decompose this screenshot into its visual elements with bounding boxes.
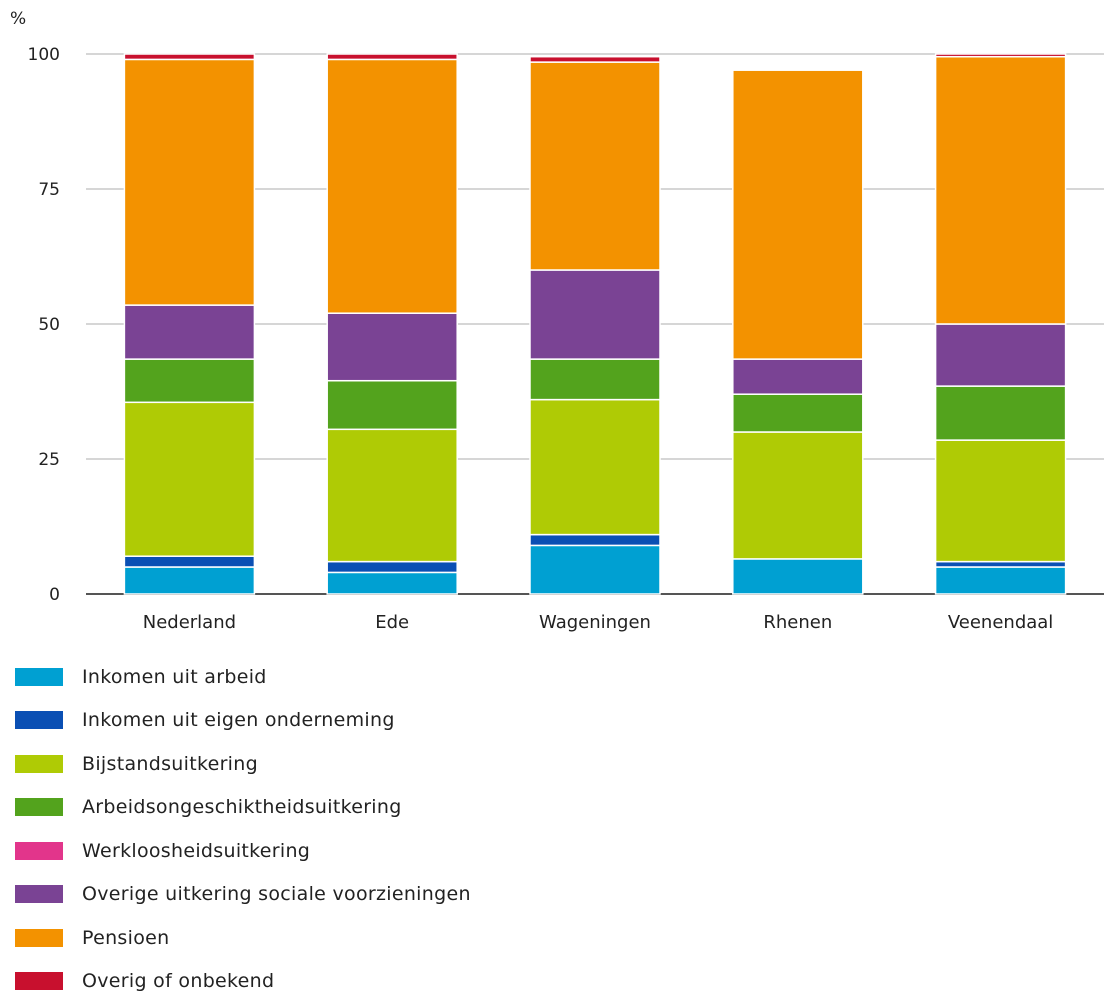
legend-swatch [15, 929, 63, 947]
legend-swatch [15, 885, 63, 903]
legend-item: Inkomen uit eigen onderneming [15, 699, 471, 743]
bar-segment [936, 324, 1066, 386]
x-tick-label: Wageningen [539, 612, 651, 633]
legend-label: Inkomen uit arbeid [82, 666, 267, 688]
x-tick-labels: Nederland Ede Wageningen Rhenen Veenendaal [143, 612, 1054, 633]
bar-segment [733, 432, 863, 559]
y-tick-labels: 0 25 50 75 100 [28, 45, 60, 605]
y-tick-label: 0 [49, 585, 60, 605]
bar-segment [530, 400, 660, 535]
legend-swatch [15, 755, 63, 773]
bar-segment [124, 59, 254, 305]
legend-label: Inkomen uit eigen onderneming [82, 709, 395, 731]
bar-segment [327, 572, 457, 594]
bar-segment [124, 402, 254, 556]
legend-item: Inkomen uit arbeid [15, 655, 471, 699]
y-tick-label: 100 [28, 45, 60, 65]
legend-swatch [15, 668, 63, 686]
bar-segment [936, 386, 1066, 440]
y-tick-label: 50 [38, 315, 60, 335]
bar-segment [733, 359, 863, 394]
bar-segment [327, 54, 457, 59]
bar-segment [327, 429, 457, 561]
bar-segment [733, 70, 863, 359]
bar-segment [327, 313, 457, 381]
legend-label: Werkloosheidsuitkering [82, 840, 310, 862]
bar-segment [530, 535, 660, 546]
legend-label: Bijstandsuitkering [82, 753, 258, 775]
y-tick-label: 25 [38, 450, 60, 470]
legend-item: Bijstandsuitkering [15, 742, 471, 786]
bar-segment [936, 57, 1066, 324]
bar-segment [124, 567, 254, 594]
bar-segment [530, 545, 660, 594]
chart: % 0 25 50 75 100 Nederland Ede Wageningen Rhene… [0, 0, 1104, 650]
x-tick-label: Veenendaal [948, 612, 1053, 633]
bar-segment [733, 559, 863, 594]
bar-segment [530, 57, 660, 62]
legend-item: Arbeidsongeschiktheidsuitkering [15, 786, 471, 830]
bar-segment [124, 556, 254, 567]
legend-item: Werkloosheidsuitkering [15, 829, 471, 873]
legend-label: Overig of onbekend [82, 970, 274, 992]
legend-label: Arbeidsongeschiktheidsuitkering [82, 796, 402, 818]
legend-item: Overig of onbekend [15, 960, 471, 1003]
legend-item: Pensioen [15, 916, 471, 960]
legend-swatch [15, 842, 63, 860]
legend-swatch [15, 798, 63, 816]
legend-label: Overige uitkering sociale voorzieningen [82, 883, 471, 905]
legend-item: Overige uitkering sociale voorzieningen [15, 873, 471, 917]
y-tick-label: 75 [38, 180, 60, 200]
legend-swatch [15, 972, 63, 990]
legend-swatch [15, 711, 63, 729]
bar-segment [124, 54, 254, 59]
legend: Inkomen uit arbeid Inkomen uit eigen onde… [15, 655, 471, 1003]
bar-segment [530, 62, 660, 270]
legend-label: Pensioen [82, 927, 169, 949]
bar-segment [936, 54, 1066, 57]
bar-segment [327, 59, 457, 313]
bar-segment [936, 562, 1066, 567]
bar-segment [124, 359, 254, 402]
x-tick-label: Nederland [143, 612, 236, 633]
x-tick-label: Rhenen [763, 612, 832, 633]
bar-segment [733, 394, 863, 432]
bar-segment [124, 305, 254, 359]
bar-segment [530, 270, 660, 359]
bar-segment [936, 440, 1066, 561]
bar-segment [936, 567, 1066, 594]
bar-segment [327, 562, 457, 573]
bar-segment [327, 381, 457, 430]
x-tick-label: Ede [375, 612, 409, 633]
y-unit-label: % [10, 9, 26, 29]
bar-segment [530, 359, 660, 400]
